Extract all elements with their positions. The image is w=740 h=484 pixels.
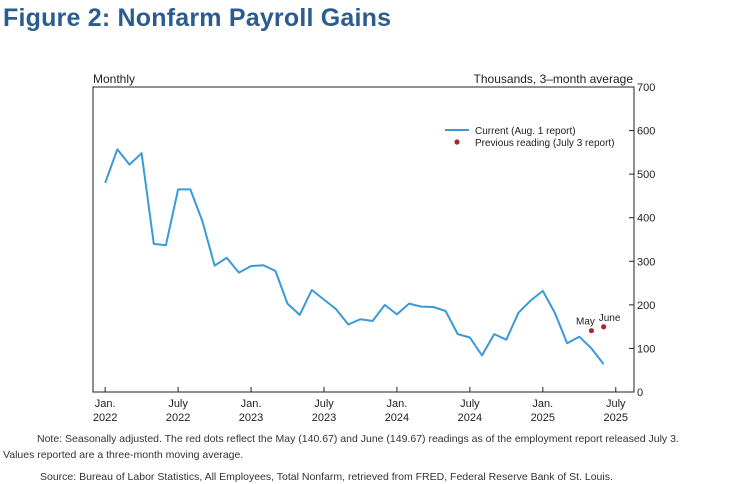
left-axis-label: Monthly — [93, 72, 135, 86]
legend-previous-label: Previous reading (July 3 report) — [475, 138, 615, 149]
x-tick-label: 2023 — [312, 412, 336, 424]
series-line-current — [104, 148, 605, 365]
x-tick-label: 2023 — [239, 412, 263, 424]
x-tick-label: July — [606, 398, 626, 410]
x-tick-label: Jan. — [95, 398, 116, 410]
page-title: Figure 2: Nonfarm Payroll Gains — [3, 4, 392, 32]
x-tick-label: Jan. — [241, 398, 262, 410]
previous-reading-label: June — [599, 313, 621, 324]
x-tick-label: 2024 — [458, 412, 482, 424]
previous-reading-point — [601, 324, 607, 330]
right-axis-label: Thousands, 3–month average — [474, 72, 634, 86]
x-tick-label: July — [168, 398, 188, 410]
plot-border — [92, 86, 635, 393]
x-tick-label: 2025 — [531, 412, 555, 424]
source-note: Source: Bureau of Labor Statistics, All … — [40, 471, 613, 483]
x-tick-label: 2024 — [385, 412, 409, 424]
x-tick-label: Jan. — [387, 398, 408, 410]
y-tick-label: 600 — [637, 126, 655, 138]
y-tick-label: 0 — [637, 387, 643, 399]
x-tick-label: Jan. — [532, 398, 553, 410]
legend-dot-swatch — [454, 139, 460, 145]
previous-reading-label: May — [576, 317, 595, 328]
y-tick-label: 400 — [637, 213, 655, 225]
plot-frame — [92, 86, 635, 393]
y-axis: 0 100 200 300 400 500 600 700 — [629, 82, 655, 399]
y-tick-label: 700 — [637, 82, 655, 94]
legend: Current (Aug. 1 report) Previous reading… — [445, 126, 615, 149]
note-line-1: Note: Seasonally adjusted. The red dots … — [37, 433, 679, 445]
x-tick-label: 2025 — [604, 412, 628, 424]
previous-reading-layer: May June — [576, 313, 621, 334]
y-tick-label: 100 — [637, 343, 655, 355]
x-tick-label: July — [314, 398, 334, 410]
y-tick-label: 500 — [637, 169, 655, 181]
series-layer — [104, 148, 605, 365]
x-tick-label: July — [460, 398, 480, 410]
previous-reading-point — [588, 328, 595, 334]
legend-current-label: Current (Aug. 1 report) — [475, 126, 576, 137]
x-tick-label: 2022 — [93, 412, 117, 424]
x-axis: Jan. 2022 July 2022 Jan. 2023 July 2023 Jan. 2024… — [93, 387, 628, 424]
y-tick-label: 200 — [637, 300, 655, 312]
x-tick-label: 2022 — [166, 412, 190, 424]
note-line-2: Values reported are a three-month moving… — [3, 449, 244, 461]
y-tick-label: 300 — [637, 256, 655, 268]
